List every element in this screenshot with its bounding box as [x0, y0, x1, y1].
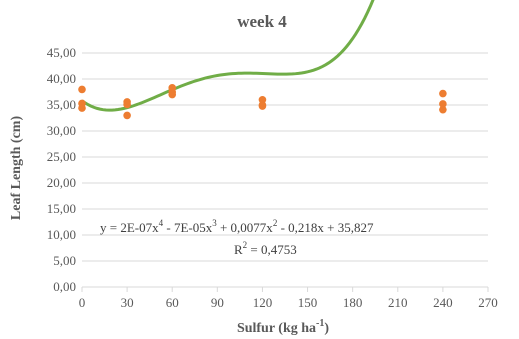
data-point [78, 104, 86, 112]
x-tick-label: 240 [433, 295, 453, 310]
trendline-equation: y = 2E-07x4 - 7E-05x3 + 0,0077x2 - 0,218… [100, 218, 374, 235]
y-tick-label: 40,00 [47, 71, 76, 86]
data-point [439, 100, 447, 108]
x-tick-label: 150 [298, 295, 318, 310]
trendline [81, 0, 375, 112]
data-point [258, 96, 267, 104]
x-tick-label: 120 [253, 295, 273, 310]
x-tick-label: 90 [211, 295, 224, 310]
data-point [258, 102, 267, 110]
x-axis-title: Sulfur (kg ha-1) [237, 318, 329, 336]
data-point [439, 105, 447, 114]
y-tick-label: 5,00 [53, 253, 76, 268]
y-tick-label: 20,00 [47, 175, 76, 190]
y-tick-label: 45,00 [47, 45, 76, 60]
x-axis-ticks: 0 30 60 90 120 150 180 210 240 270 [79, 287, 498, 310]
y-axis-ticks: 0,00 5,00 10,00 15,00 20,00 25,00 30,00 35,00 40… [47, 45, 76, 294]
data-point [439, 89, 447, 98]
y-tick-label: 15,00 [47, 201, 76, 216]
data-point [123, 100, 131, 109]
y-axis-title: Leaf Length (cm) [9, 116, 24, 221]
x-tick-label: 30 [121, 295, 134, 310]
y-tick-label: 30,00 [47, 123, 76, 138]
x-tick-label: 180 [343, 295, 363, 310]
x-tick-label: 270 [478, 295, 498, 310]
x-tick-label: 0 [79, 295, 86, 310]
data-point [168, 90, 177, 99]
y-tick-label: 35,00 [47, 97, 76, 112]
r-squared-label: R2 = 0,4753 [234, 240, 297, 257]
chart-title: week 4 [237, 12, 287, 31]
y-tick-label: 25,00 [47, 149, 76, 164]
y-tick-label: 0,00 [53, 279, 76, 294]
gridlines [82, 52, 488, 288]
data-point [78, 85, 86, 94]
x-tick-label: 60 [166, 295, 179, 310]
x-tick-label: 210 [388, 295, 408, 310]
data-point [123, 111, 131, 120]
data-points [78, 84, 447, 120]
y-tick-label: 10,00 [47, 227, 76, 242]
